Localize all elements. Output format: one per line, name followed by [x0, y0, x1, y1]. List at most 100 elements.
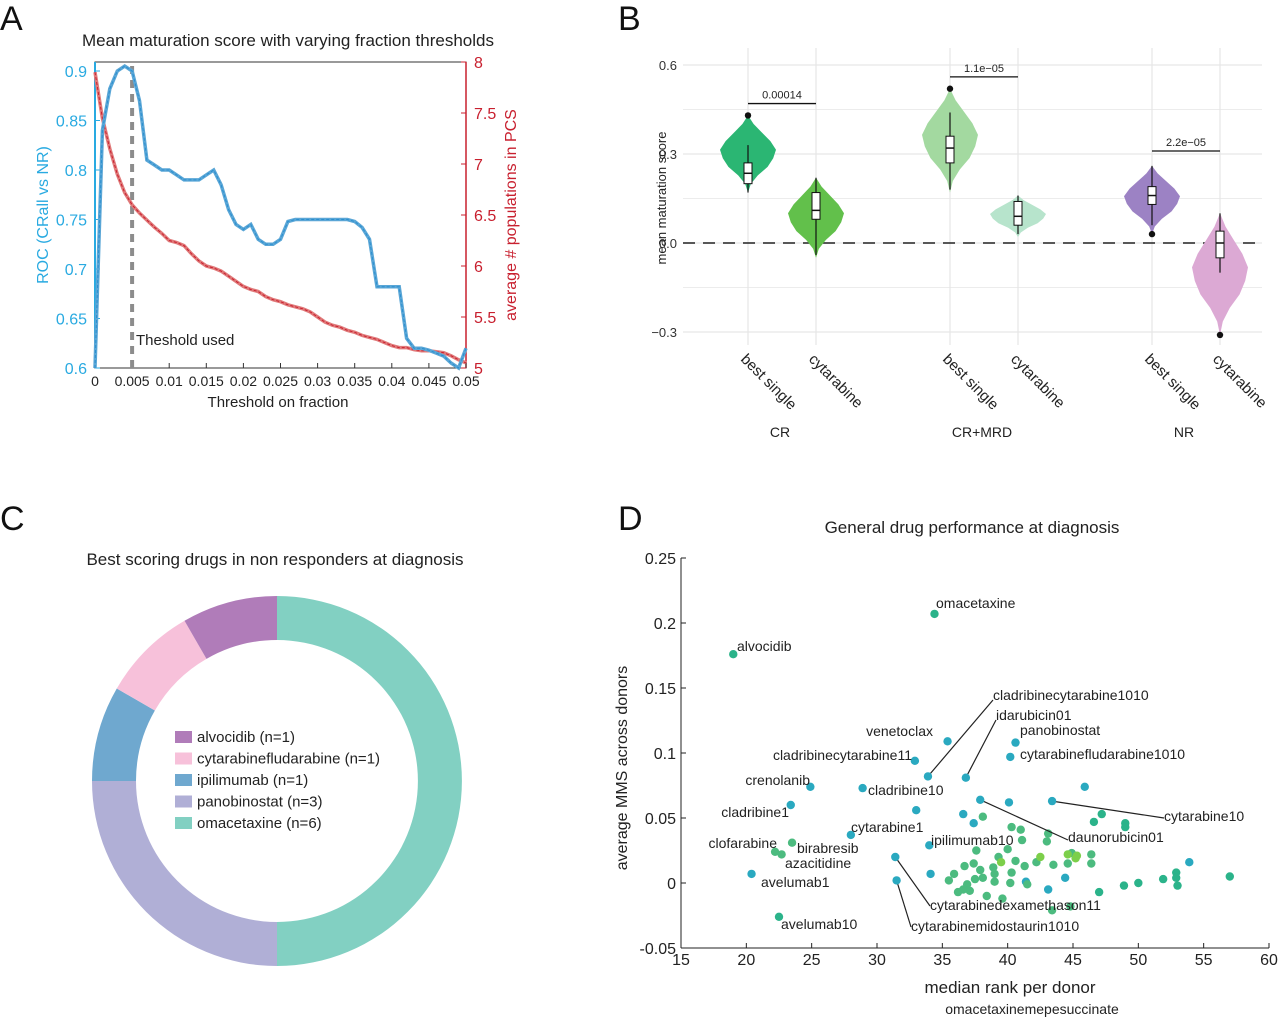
panel-a-y-tick-label: 0.7: [65, 262, 87, 279]
panel-d-point: [978, 812, 988, 821]
panel-a-x-tick-label: 0.025: [263, 373, 298, 389]
panel-d-point: [990, 877, 999, 886]
panel-d-point: [970, 874, 980, 884]
panel-d-point: [806, 782, 815, 791]
panel-d-point: [926, 869, 935, 879]
panel-b-box: [1215, 230, 1225, 259]
panel-a-y-tick-label: 0.8: [65, 163, 87, 180]
panel-d-point: [858, 783, 867, 793]
panel-d-plot-area: 15 20 25 30 35 40 45 50 55 60 -0.05 0 0.05 0.1 0.15 0.2…: [640, 551, 1278, 969]
panel-a-x-tick-label: 0.03: [304, 373, 331, 389]
panel-d-point: [1066, 902, 1075, 911]
panel-d-point: [959, 809, 968, 819]
panel-d-point: [1185, 858, 1194, 867]
panel-d-point: [1047, 796, 1057, 806]
panel-b-box: [1013, 200, 1023, 226]
panel-d-point: [1006, 878, 1015, 888]
panel-b-y-tick-label: 0.0: [659, 236, 677, 251]
panel-c-slice: [92, 781, 277, 966]
panel-b-x-tick-label: best single: [939, 351, 1002, 414]
panel-a-x-tick-label: 0.015: [189, 373, 224, 389]
panel-d-point: [891, 852, 900, 862]
panel-b-box: [811, 192, 821, 220]
panel-letter-c: C: [0, 500, 25, 538]
panel-d-point: [892, 876, 901, 885]
panel-d-point: [912, 806, 921, 815]
panel-d-point: [786, 800, 795, 810]
panel-d-point: [846, 830, 856, 840]
panel-a-y-right-tick-label: 7.5: [474, 106, 496, 123]
panel-a-x-tick-label: 0.035: [337, 373, 372, 389]
panel-d-point: [972, 846, 981, 855]
panel-c-slice: [92, 688, 155, 781]
panel-d-point-label: clofarabine: [709, 835, 778, 851]
panel-a-ylabel-right: average # populations in PCS: [503, 109, 520, 321]
panel-d-point: [1087, 850, 1096, 859]
panel-a-x-tick-label: 0.045: [411, 373, 446, 389]
panel-d-point: [729, 650, 738, 659]
panel-b-outlier: [744, 112, 752, 119]
panel-d-point: [1047, 906, 1057, 915]
panel-d-point: [1060, 873, 1070, 882]
panel-d-leader-line: [896, 880, 912, 928]
panel-b-pvalue-label: 1.1e−05: [964, 63, 1004, 75]
panel-a-y-right-tick-label: 8: [474, 55, 483, 72]
panel-c-slice: [277, 596, 462, 966]
panel-d-point: [747, 869, 756, 879]
panel-b-outlier: [1216, 331, 1224, 339]
panel-a-y-tick-label: 0.85: [56, 114, 87, 131]
panel-d-point: [923, 772, 933, 781]
panel-c-legend-swatch: [175, 752, 192, 765]
panel-d-point: [978, 873, 988, 882]
panel-a-x-tick-label: 0.01: [156, 373, 183, 389]
panel-a-series-populations: [94, 72, 467, 364]
panel-d-point: [949, 869, 959, 879]
panel-d-title: General drug performance at diagnosis: [825, 518, 1120, 537]
panel-b-x-tick-label: cytarabine: [1209, 351, 1270, 412]
panel-a-y-right-tick-label: 5.5: [474, 310, 496, 327]
panel-d-footer: omacetaxinemepesuccinate: [945, 1001, 1119, 1017]
panel-d-point: [1007, 822, 1016, 832]
panel-d-point-label: cladribinecytarabine11: [773, 747, 912, 763]
panel-a-series-roc-smooth: [93, 64, 468, 371]
panel-b-pvalue-label: 0.00014: [762, 90, 802, 102]
panel-d-point-label: azacitidine: [785, 855, 851, 871]
panel-b-violin: [1192, 213, 1248, 335]
panel-a-y-tick-label: 0.6: [65, 361, 87, 378]
panel-c-slice: [184, 596, 277, 659]
panel-d-point-label: cytarabine1: [851, 819, 924, 835]
panel-a-y-right-tick-label: 6: [474, 259, 483, 276]
panel-d-point: [1020, 861, 1029, 871]
panel-a-series-populations-smooth: [93, 71, 467, 365]
panel-d-point-label: daunorubicin01: [1068, 829, 1164, 845]
panel-d-leader-line: [894, 856, 931, 907]
panel-d-leader-line: [927, 699, 994, 777]
panel-d-point: [1094, 887, 1104, 897]
panel-d-xlabel: median rank per donor: [924, 978, 1095, 997]
panel-d-point: [1063, 850, 1072, 859]
panel-a-series-roc: [94, 65, 467, 369]
panel-d-point-label: cytarabine10: [1164, 808, 1244, 824]
panel-a-x-tick-label: 0.05: [452, 373, 479, 389]
panel-d-point: [990, 869, 999, 879]
panel-d-point-label: cladribine10: [868, 782, 944, 798]
panel-d-point: [989, 863, 998, 872]
panel-b-group-label: CR+MRD: [952, 424, 1012, 440]
panel-d-point: [925, 841, 934, 850]
panel-a-y-tick-label: 0.75: [56, 213, 87, 230]
panel-b-y-tick-label: 0.3: [659, 147, 677, 162]
panel-d-point: [787, 838, 797, 847]
panel-d-x-tick-label: 35: [933, 952, 951, 969]
panel-d-y-tick-label: 0: [667, 876, 676, 893]
panel-b-box: [945, 135, 955, 164]
panel-c-title: Best scoring drugs in non responders at …: [86, 550, 463, 569]
panel-c-plot-area: alvocidib (n=1) cytarabinefludarabine (n=…: [92, 596, 462, 966]
panel-d-point: [1072, 851, 1082, 860]
panel-a-x-tick-label: 0.04: [378, 373, 405, 389]
panel-d-point: [944, 876, 954, 885]
panel-c-legend-label: ipilimumab (n=1): [197, 772, 308, 789]
panel-d-point: [930, 609, 939, 619]
panel-b-group-label: CR: [770, 424, 790, 440]
panel-d-x-tick-label: 15: [672, 952, 690, 969]
panel-d-point-label: venetoclax: [866, 723, 933, 739]
